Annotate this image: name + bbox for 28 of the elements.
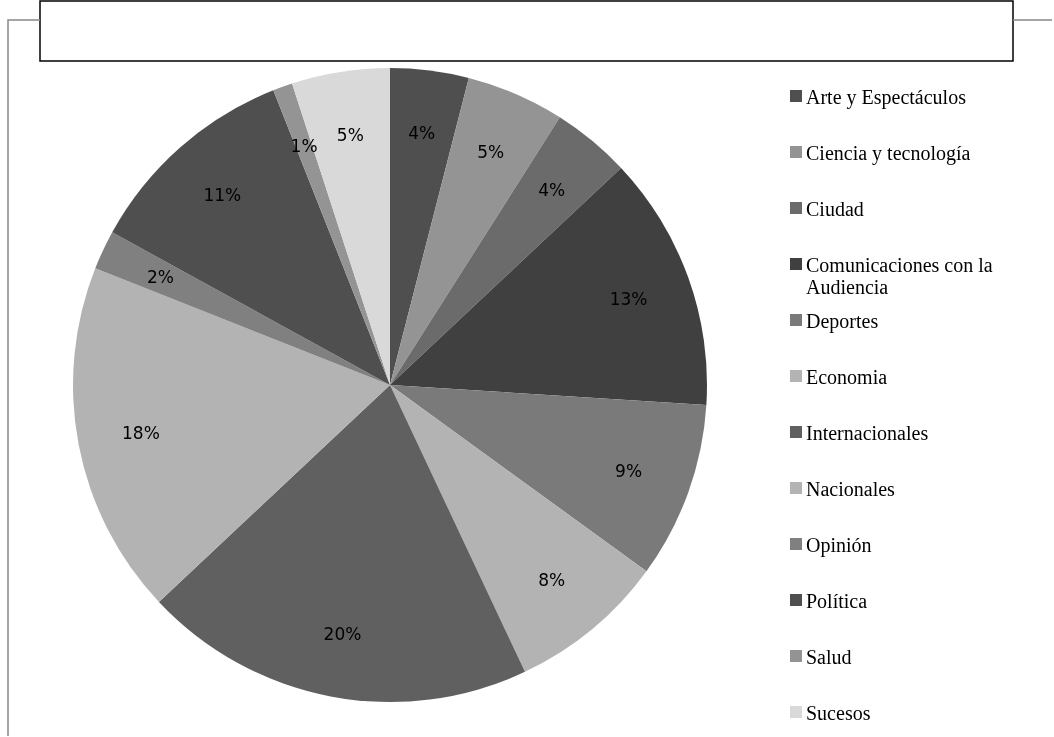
pie-slice (390, 385, 707, 572)
legend-label: Economia (806, 366, 888, 388)
legend-label: Salud (806, 646, 852, 668)
legend-label: Internacionales (806, 422, 929, 444)
legend-label: Ciudad (806, 198, 864, 220)
legend-label: Opinión (806, 534, 872, 557)
data-label: 4% (408, 123, 436, 144)
data-label: 1% (290, 136, 318, 157)
data-label: 4% (538, 179, 566, 200)
pie-slice (390, 168, 707, 405)
data-label: 5% (477, 142, 505, 163)
legend-label: Sucesos (806, 702, 871, 724)
legend-label: Arte y Espectáculos (806, 86, 967, 109)
pie-slice (95, 232, 390, 385)
pie-slice (292, 68, 390, 385)
legend-label: Ciencia y tecnología (806, 142, 971, 165)
legend-label: Deportes (806, 310, 879, 333)
data-label: 13% (609, 289, 648, 310)
data-label: 8% (538, 570, 566, 591)
data-label: 20% (323, 624, 362, 645)
data-label: 18% (121, 422, 160, 443)
data-label: 2% (147, 267, 175, 288)
legend-label: Comunicaciones con la Audiencia (806, 254, 993, 298)
legend-label: Nacionales (806, 478, 896, 500)
legend-label: Política (806, 590, 868, 612)
data-label: 11% (203, 184, 242, 205)
data-label: 9% (615, 460, 643, 481)
data-label: 5% (336, 124, 364, 145)
